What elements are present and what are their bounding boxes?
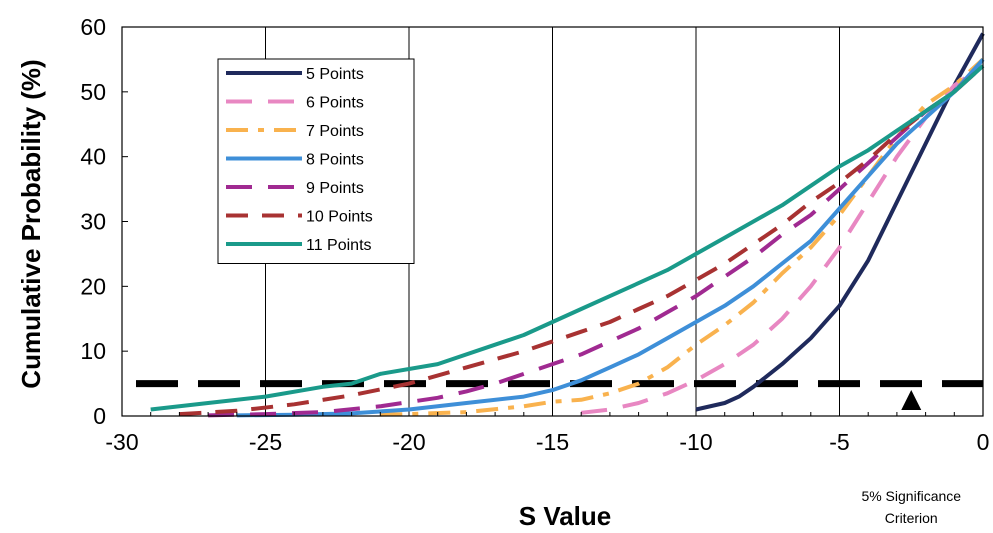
- y-axis-ticks: 0 10 20 30 40 50 60: [80, 14, 106, 429]
- x-axis-ticks: -30 -25 -20 -15 -10 -5 0: [105, 429, 989, 455]
- series-line-7-points: [380, 57, 985, 417]
- plot-axes: [121, 26, 984, 417]
- series-line-6-points: [580, 64, 985, 415]
- series-line-8-points: [236, 58, 985, 418]
- x-tick-label-2: -20: [392, 429, 425, 455]
- y-tick-label-1: 10: [80, 338, 106, 364]
- x-axis-title: S Value: [519, 501, 612, 531]
- series-line-9-points: [208, 64, 985, 418]
- legend-label-6: 6 Points: [306, 95, 364, 112]
- series-line-5-points: [695, 32, 985, 412]
- y-tick-label-5: 50: [80, 79, 106, 105]
- series-line-10-points: [179, 64, 985, 417]
- legend-label-8: 8 Points: [306, 152, 364, 169]
- x-tick-label-6: 0: [977, 429, 990, 455]
- y-tick-label-0: 0: [93, 403, 106, 429]
- x-tick-label-4: -10: [679, 429, 712, 455]
- annotation-line1: 5% Significance: [861, 488, 961, 504]
- x-tick-label-5: -5: [829, 429, 849, 455]
- x-tick-label-0: -30: [105, 429, 138, 455]
- x-tick-label-1: -25: [249, 429, 282, 455]
- significance-annotation: 5% Significance Criterion: [861, 390, 961, 526]
- y-tick-label-2: 20: [80, 273, 106, 299]
- legend-label-7: 7 Points: [306, 123, 364, 140]
- legend: 5 Points 6 Points 7 Points 8 Points 9 Points…: [217, 58, 415, 264]
- data-series: [150, 32, 985, 418]
- y-tick-label-4: 40: [80, 144, 106, 170]
- legend-label-10: 10 Points: [306, 209, 373, 226]
- x-tick-label-3: -15: [536, 429, 569, 455]
- y-tick-label-6: 60: [80, 14, 106, 40]
- legend-label-9: 9 Points: [306, 180, 364, 197]
- legend-box: [217, 58, 415, 264]
- legend-label-11: 11 Points: [306, 237, 372, 254]
- annotation-line2: Criterion: [885, 510, 938, 526]
- y-axis-title: Cumulative Probability (%): [16, 59, 46, 388]
- annotation-arrow: [901, 390, 922, 410]
- legend-label-5: 5 Points: [306, 66, 364, 83]
- y-tick-label-3: 30: [80, 209, 106, 235]
- series-line-11-points: [150, 64, 985, 412]
